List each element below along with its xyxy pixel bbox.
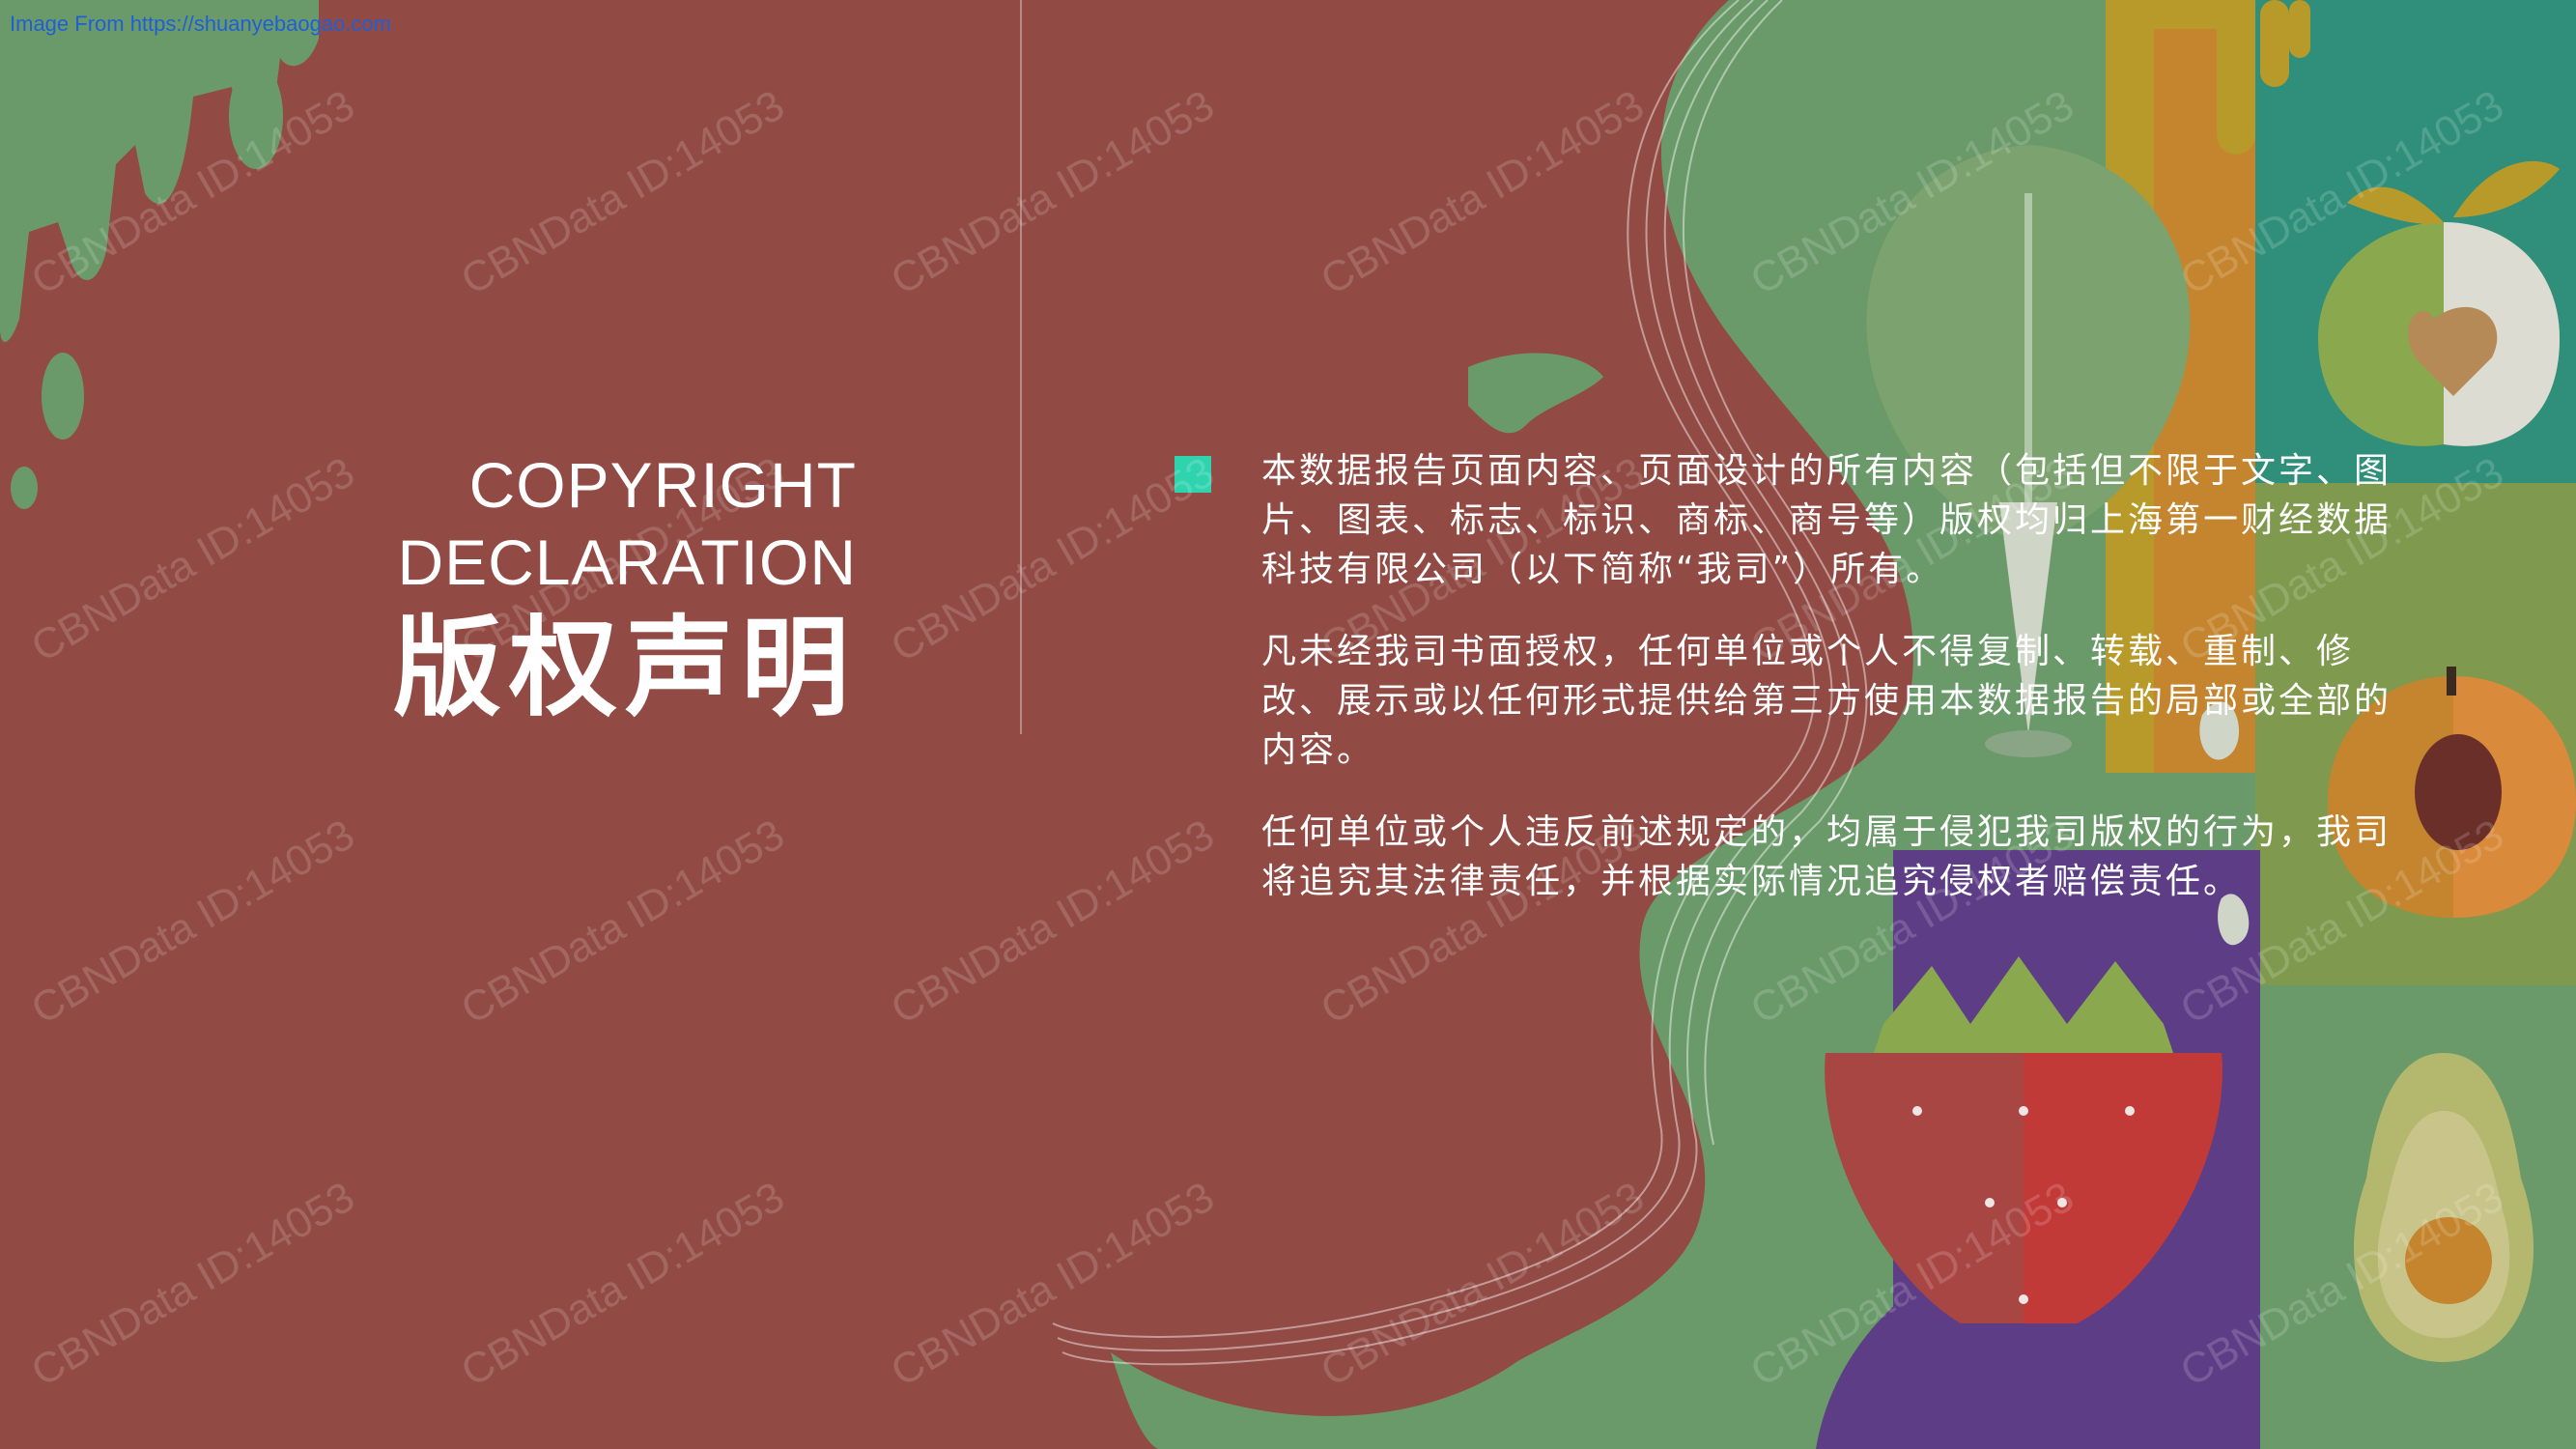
green-drip-shape [0,0,319,509]
title-english-line2: DECLARATION [397,526,857,598]
source-url-label[interactable]: Image From https://shuanyebaogao.com [10,12,391,36]
vertical-divider [1020,0,1022,734]
title-english-line1: COPYRIGHT [468,449,857,521]
declaration-paragraph: 凡未经我司书面授权，任何单位或个人不得复制、转载、重制、修改、展示或以任何形式提… [1261,632,2392,770]
mustard-drip-shape [2217,0,2310,155]
green-splash-shape [1468,353,1603,434]
peach-illustration [2328,667,2576,918]
declaration-paragraph: 任何单位或个人违反前述规定的，均属于侵犯我司版权的行为，我司将追究其法律责任，并… [1261,812,2392,901]
white-drop-shape [2199,701,2250,946]
leaf-illustration [1866,145,2191,757]
flow-lines [1052,0,1868,1366]
avocado-illustration [2353,1053,2534,1362]
title-block: COPYRIGHT DECLARATION 版权声明 [393,446,857,730]
bullet-square-icon [1175,456,1211,493]
declaration-body: 本数据报告页面内容、页面设计的所有内容（包括但不限于文字、图片、图表、标志、标识… [1261,446,2401,939]
title-chinese: 版权声明 [393,606,857,731]
declaration-paragraph: 本数据报告页面内容、页面设计的所有内容（包括但不限于文字、图片、图表、标志、标识… [1261,451,2392,589]
strawberry-illustration [1825,956,2222,1323]
apple-illustration [2318,160,2560,446]
